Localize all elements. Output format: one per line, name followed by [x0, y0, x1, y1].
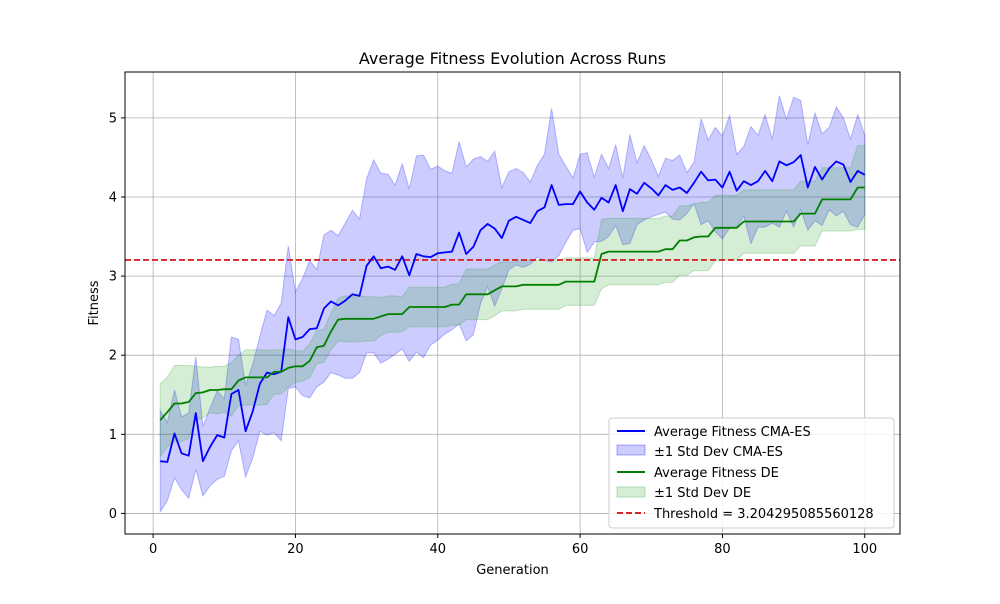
y-axis-label: Fitness	[87, 280, 102, 325]
mean-lines	[159, 154, 866, 463]
x-tick-label: 80	[714, 542, 731, 557]
ticks: 0 20 40 60 80 100 0 1 2 3 4 5	[109, 111, 877, 557]
x-axis-label: Generation	[476, 563, 549, 578]
y-tick-label: 4	[109, 190, 117, 205]
x-tick-label: 0	[149, 542, 157, 557]
std-band-1	[159, 145, 866, 459]
mean-line-1	[159, 186, 865, 421]
y-tick-label: 2	[109, 349, 117, 364]
legend-box	[608, 417, 895, 529]
y-tick-label: 3	[109, 270, 117, 285]
legend-label-de-mean: Average Fitness DE	[654, 466, 779, 481]
y-tick-label: 1	[109, 428, 117, 443]
x-tick-label: 20	[287, 542, 304, 557]
chart-title: Average Fitness Evolution Across Runs	[359, 49, 666, 68]
std-dev-bands	[159, 95, 866, 514]
y-tick-label: 5	[109, 111, 117, 126]
x-tick-label: 40	[430, 542, 447, 557]
legend: Average Fitness CMA-ES ±1 Std Dev CMA-ES…	[608, 417, 895, 529]
grid	[125, 72, 900, 534]
legend-label-threshold: Threshold = 3.204295085560128	[653, 507, 874, 522]
legend-label-de-band: ±1 Std Dev DE	[654, 486, 751, 501]
legend-label-cmaes-mean: Average Fitness CMA-ES	[654, 425, 811, 440]
legend-swatch-cmaes-band	[616, 444, 646, 456]
std-band-0	[159, 95, 866, 514]
x-tick-label: 100	[852, 542, 877, 557]
x-tick-label: 60	[572, 542, 589, 557]
mean-line-0	[160, 154, 866, 463]
legend-swatch-de-band	[616, 486, 646, 498]
plot-frame	[124, 71, 901, 535]
legend-label-cmaes-band: ±1 Std Dev CMA-ES	[654, 445, 783, 460]
y-tick-label: 0	[109, 507, 117, 522]
